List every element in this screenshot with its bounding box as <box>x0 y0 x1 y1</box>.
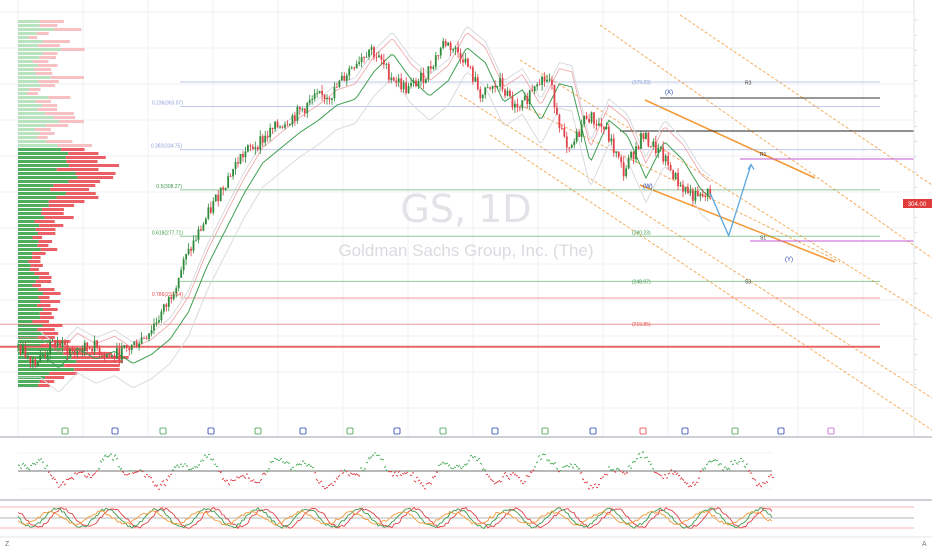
event-markers <box>62 428 834 434</box>
wave-label: (X) <box>665 90 673 96</box>
pivot-label: R3 <box>745 80 752 86</box>
rsi-pane <box>18 451 774 489</box>
watermark-company: Goldman Sachs Group, Inc. (The) <box>338 241 593 260</box>
pivot-label: R1 <box>760 152 767 158</box>
target-label: (248.07) <box>632 279 651 285</box>
pivot-label: S1 <box>760 235 766 241</box>
pivot-label: S3 <box>745 279 751 285</box>
wave-label: (Y) <box>785 257 793 263</box>
fib-label: 0.382(334.75) <box>151 144 182 150</box>
target-label: (280.23) <box>632 230 651 236</box>
fib-label: 0.618(277.71) <box>152 230 183 236</box>
last-price-text: 304.00 <box>908 202 927 208</box>
axis-a-icon[interactable]: A <box>922 541 927 548</box>
target-label: (219.85) <box>632 322 651 328</box>
candlesticks <box>17 38 711 369</box>
target-label: (379.23) <box>632 80 651 86</box>
fib-label: 0.5(308.27) <box>156 184 182 190</box>
price-axis <box>914 0 917 437</box>
watermark-symbol: GS, 1D <box>400 187 531 231</box>
stochastic-pane <box>0 507 914 529</box>
wave-label: (W) <box>643 184 653 190</box>
wave-projection <box>710 164 754 235</box>
fib-label: 0.786(237.14) <box>152 292 183 298</box>
bottom-left-letter: Z <box>5 541 10 548</box>
fib-label: 0.236(363.07) <box>152 101 183 107</box>
